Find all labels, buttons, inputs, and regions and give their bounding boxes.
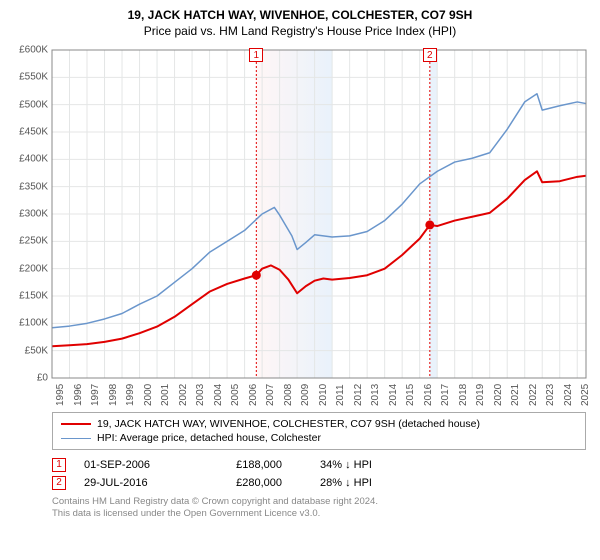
chart-container: 19, JACK HATCH WAY, WIVENHOE, COLCHESTER… — [0, 0, 600, 560]
x-tick-label: 2015 — [405, 384, 416, 406]
x-tick-label: 1996 — [73, 384, 84, 406]
y-tick-label: £300K — [10, 209, 48, 220]
y-tick-label: £100K — [10, 318, 48, 329]
legend-label: 19, JACK HATCH WAY, WIVENHOE, COLCHESTER… — [97, 418, 480, 430]
legend-swatch — [61, 438, 91, 439]
x-tick-label: 1995 — [55, 384, 66, 406]
y-tick-label: £450K — [10, 127, 48, 138]
x-tick-label: 2018 — [458, 384, 469, 406]
x-tick-label: 2021 — [510, 384, 521, 406]
x-tick-label: 2008 — [283, 384, 294, 406]
transaction-marker: 1 — [52, 458, 66, 472]
y-tick-label: £600K — [10, 45, 48, 56]
x-tick-label: 2022 — [528, 384, 539, 406]
transaction-row: 2 29-JUL-2016 £280,000 28% ↓ HPI — [52, 474, 586, 492]
footer-attribution: Contains HM Land Registry data © Crown c… — [52, 496, 586, 521]
x-tick-label: 2013 — [370, 384, 381, 406]
y-tick-label: £550K — [10, 72, 48, 83]
chart-svg — [10, 44, 590, 404]
x-tick-label: 1997 — [90, 384, 101, 406]
y-tick-label: £0 — [10, 373, 48, 384]
x-tick-label: 2017 — [440, 384, 451, 406]
transaction-relative: 28% ↓ HPI — [300, 477, 420, 489]
y-tick-label: £500K — [10, 99, 48, 110]
legend-label: HPI: Average price, detached house, Colc… — [97, 432, 321, 444]
transaction-row: 1 01-SEP-2006 £188,000 34% ↓ HPI — [52, 456, 586, 474]
chart-area: £0 £50K £100K £150K £200K £250K £300K £350K £400… — [10, 44, 590, 404]
title-subtitle: Price paid vs. HM Land Registry's House … — [10, 24, 590, 38]
y-tick-label: £250K — [10, 236, 48, 247]
chart-marker-label: 2 — [423, 48, 437, 62]
x-tick-label: 2002 — [178, 384, 189, 406]
x-tick-label: 2016 — [423, 384, 434, 406]
transaction-date: 29-JUL-2016 — [84, 477, 174, 489]
x-tick-label: 1998 — [108, 384, 119, 406]
x-tick-label: 2010 — [318, 384, 329, 406]
chart-marker-label: 1 — [249, 48, 263, 62]
legend-item: 19, JACK HATCH WAY, WIVENHOE, COLCHESTER… — [61, 417, 577, 431]
y-tick-label: £350K — [10, 181, 48, 192]
transactions-list: 1 01-SEP-2006 £188,000 34% ↓ HPI 2 29-JUL-201… — [52, 456, 586, 492]
legend-item: HPI: Average price, detached house, Colc… — [61, 431, 577, 445]
x-tick-label: 2014 — [388, 384, 399, 406]
y-tick-label: £400K — [10, 154, 48, 165]
x-tick-label: 2011 — [335, 384, 346, 406]
legend-swatch — [61, 423, 91, 425]
x-tick-label: 1999 — [125, 384, 136, 406]
x-tick-label: 2006 — [248, 384, 259, 406]
x-tick-label: 2000 — [143, 384, 154, 406]
transaction-relative: 34% ↓ HPI — [300, 459, 420, 471]
x-tick-label: 2019 — [475, 384, 486, 406]
x-tick-label: 2007 — [265, 384, 276, 406]
x-tick-label: 2003 — [195, 384, 206, 406]
title-address: 19, JACK HATCH WAY, WIVENHOE, COLCHESTER… — [10, 8, 590, 22]
x-tick-label: 2012 — [353, 384, 364, 406]
x-tick-label: 2005 — [230, 384, 241, 406]
x-tick-label: 2020 — [493, 384, 504, 406]
footer-line1: Contains HM Land Registry data © Crown c… — [52, 496, 586, 508]
x-tick-label: 2009 — [300, 384, 311, 406]
footer-line2: This data is licensed under the Open Gov… — [52, 508, 586, 520]
transaction-price: £188,000 — [192, 459, 282, 471]
x-tick-label: 2001 — [160, 384, 171, 406]
legend: 19, JACK HATCH WAY, WIVENHOE, COLCHESTER… — [52, 412, 586, 450]
y-tick-label: £50K — [10, 345, 48, 356]
transaction-marker: 2 — [52, 476, 66, 490]
x-tick-label: 2024 — [563, 384, 574, 406]
transaction-date: 01-SEP-2006 — [84, 459, 174, 471]
transaction-price: £280,000 — [192, 477, 282, 489]
y-tick-label: £200K — [10, 263, 48, 274]
y-tick-label: £150K — [10, 291, 48, 302]
x-tick-label: 2025 — [580, 384, 591, 406]
x-tick-label: 2004 — [213, 384, 224, 406]
x-tick-label: 2023 — [545, 384, 556, 406]
